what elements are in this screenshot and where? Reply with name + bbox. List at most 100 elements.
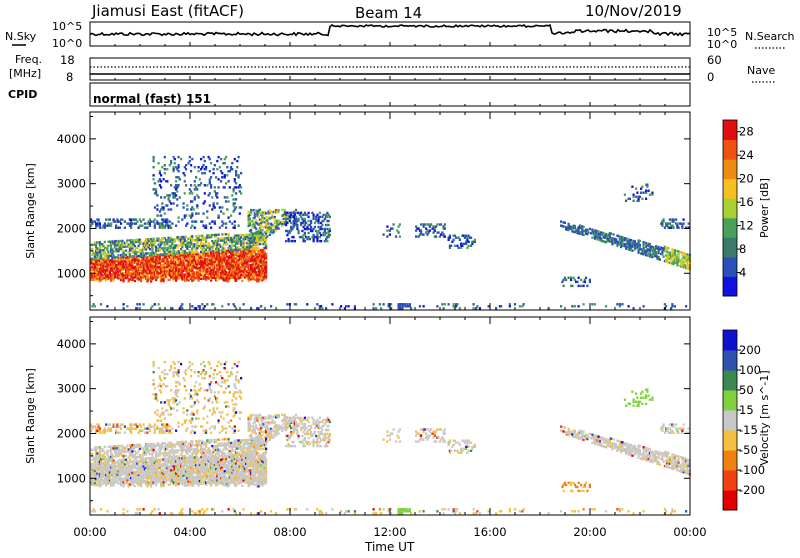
power-cell <box>228 180 230 182</box>
power-cell <box>666 251 668 253</box>
power-cell <box>98 218 100 220</box>
power-cell <box>164 212 166 214</box>
power-cell <box>225 156 227 158</box>
power-cell <box>108 245 110 247</box>
power-cell <box>266 219 268 221</box>
power-cell <box>158 162 160 164</box>
power-cell <box>424 223 426 225</box>
power-cell <box>170 202 172 204</box>
power-cell <box>298 230 300 232</box>
power-cell <box>178 184 180 186</box>
power-cell <box>348 305 350 307</box>
power-cell <box>219 227 221 229</box>
power-cell <box>603 232 605 234</box>
power-cell <box>296 224 298 226</box>
power-cell <box>165 256 167 258</box>
power-cell <box>223 243 225 245</box>
power-cell <box>139 249 141 251</box>
power-cell <box>204 184 206 186</box>
power-cell <box>631 186 633 188</box>
power-cell <box>214 250 216 252</box>
power-cell <box>191 200 193 202</box>
y-tick-label: 3000 <box>57 177 86 191</box>
power-cell <box>454 245 456 247</box>
power-cell <box>106 225 108 227</box>
power-cell <box>226 243 228 245</box>
power-cell <box>205 166 207 168</box>
y-tick-label: 4000 <box>57 132 86 146</box>
power-cell <box>423 225 425 227</box>
colorbar-tick-label: 28 <box>739 125 754 139</box>
velocity-cell <box>156 473 158 475</box>
power-cell <box>578 305 580 307</box>
power-cell <box>260 305 262 307</box>
power-cell <box>110 225 112 227</box>
power-cell <box>519 305 521 307</box>
power-cell <box>173 202 175 204</box>
power-cell <box>163 178 165 180</box>
y-tick-label: 2000 <box>57 221 86 235</box>
power-cell <box>169 279 171 281</box>
power-cell <box>169 241 171 243</box>
power-cell <box>321 307 323 309</box>
power-cell <box>221 233 223 235</box>
power-cell <box>200 182 202 184</box>
power-cell <box>213 202 215 204</box>
power-cell <box>160 253 162 255</box>
power-cell <box>468 241 470 243</box>
power-cell <box>281 223 283 225</box>
power-cell <box>178 244 180 246</box>
power-cell <box>313 214 315 216</box>
power-cell <box>126 239 128 241</box>
power-cell <box>625 200 627 202</box>
power-cell <box>281 209 283 211</box>
power-cell <box>181 307 183 309</box>
power-cell <box>138 245 140 247</box>
power-cell <box>450 245 452 247</box>
power-cell <box>215 248 217 250</box>
nave-right-tick-top: 60 <box>707 53 722 67</box>
power-cell <box>170 208 172 210</box>
power-cell <box>184 238 186 240</box>
power-cell <box>576 281 578 283</box>
power-cell <box>156 268 158 270</box>
power-cell <box>323 220 325 222</box>
power-cell <box>155 246 157 248</box>
power-cell <box>154 206 156 208</box>
power-cell <box>514 303 516 305</box>
power-cell <box>214 206 216 208</box>
power-cell <box>586 229 588 231</box>
power-cell <box>643 192 645 194</box>
power-cell <box>278 227 280 229</box>
power-cell <box>175 225 177 227</box>
power-cell <box>119 227 121 229</box>
power-cell <box>130 218 132 220</box>
colorbar-tick-label: 24 <box>739 148 754 162</box>
power-cell <box>676 222 678 224</box>
power-cell <box>684 264 686 266</box>
power-cell <box>234 202 236 204</box>
power-cell <box>570 277 572 279</box>
power-cell <box>564 222 566 224</box>
power-cell <box>178 164 180 166</box>
power-cell <box>473 303 475 305</box>
power-cell <box>125 242 127 244</box>
power-cell <box>240 186 242 188</box>
power-cell <box>258 212 260 214</box>
power-cell <box>203 164 205 166</box>
power-cell <box>206 303 208 305</box>
power-cell <box>671 250 673 252</box>
power-cell <box>329 228 331 230</box>
power-cell <box>435 225 437 227</box>
power-cell <box>210 186 212 188</box>
power-cell <box>244 276 246 278</box>
power-cell <box>110 222 112 224</box>
power-cell <box>274 216 276 218</box>
power-cell <box>143 218 145 220</box>
power-cell <box>176 246 178 248</box>
power-cell <box>226 196 228 198</box>
power-cell <box>316 303 318 305</box>
power-cell <box>209 192 211 194</box>
power-cell <box>231 194 233 196</box>
power-cell <box>136 307 138 309</box>
